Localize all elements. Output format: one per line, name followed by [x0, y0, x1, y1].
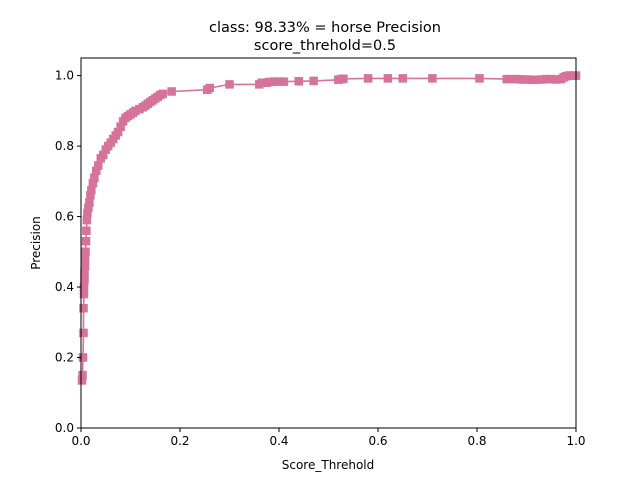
data-point-marker	[475, 74, 484, 83]
data-point-marker	[82, 226, 91, 235]
x-tick-label: 0.2	[170, 434, 189, 448]
x-tick-label: 1.0	[566, 434, 585, 448]
y-tick-label: 0.4	[55, 280, 74, 294]
x-tick-label: 0.6	[368, 434, 387, 448]
data-point-marker	[225, 80, 234, 89]
data-point-marker	[167, 87, 176, 96]
data-point-marker	[398, 74, 408, 83]
x-axis-label: Score_Threhold	[282, 458, 375, 472]
axes-layer: 0.0 0.2 0.4 0.6 0.8 1.0 0.0 0.2 0.4 0.6 0.8 1.0	[55, 57, 586, 448]
data-point-marker	[205, 83, 214, 93]
data-point-marker	[78, 370, 87, 380]
data-point-marker	[79, 303, 88, 313]
data-point-marker	[428, 74, 437, 83]
chart-subtitle: score_threhold=0.5	[254, 38, 396, 54]
x-tick-label: 0.0	[71, 434, 90, 448]
data-point-marker	[309, 76, 318, 86]
data-point-marker	[294, 77, 304, 86]
data-point-marker	[80, 254, 90, 264]
y-tick-label: 0.8	[55, 139, 74, 153]
plot-frame	[80, 57, 577, 429]
data-point-marker	[339, 74, 348, 84]
data-point-marker	[383, 74, 393, 83]
y-axis-label: Precision	[29, 216, 43, 270]
data-point-marker	[82, 215, 92, 225]
y-tick-label: 0.0	[55, 421, 74, 435]
data-point-marker	[279, 77, 289, 86]
data-point-marker	[79, 328, 88, 338]
data-point-marker	[81, 247, 90, 257]
y-tick-label: 0.2	[55, 351, 74, 365]
series-line	[81, 74, 576, 381]
data-point-marker	[80, 268, 89, 278]
x-tick-label: 0.8	[467, 434, 486, 448]
data-point-marker	[363, 74, 373, 83]
data-point-marker	[85, 198, 94, 207]
data-point-marker	[81, 236, 91, 246]
y-tick-label: 0.6	[55, 210, 74, 224]
data-point-marker	[94, 161, 103, 170]
series-layer	[77, 71, 581, 385]
y-tick-label: 1.0	[55, 69, 74, 83]
chart-title: class: 98.33% = horse Precision	[209, 20, 441, 36]
x-tick-label: 0.4	[269, 434, 288, 448]
data-point-marker	[158, 89, 167, 99]
